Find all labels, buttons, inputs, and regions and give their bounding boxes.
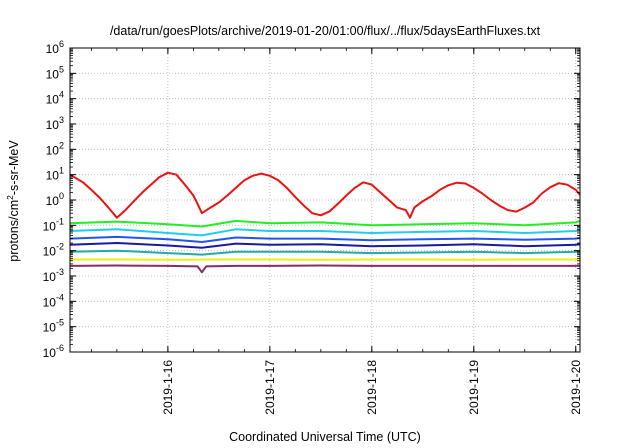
y-tick-exponent: 0 [59,191,64,201]
y-tick-base: 10 [43,346,57,360]
y-tick-label: 10-6 [43,343,64,360]
y-tick-label: 102 [46,140,64,157]
y-axis-title: protons/cm2-s-sr-MeV [5,140,21,262]
y-tick-exponent: -4 [56,292,64,302]
y-tick-exponent: -6 [56,343,64,353]
y-tick-base: 10 [46,143,60,157]
series-line-0 [69,171,581,219]
y-tick-base: 10 [43,321,57,335]
series-line-1 [70,219,581,228]
y-axis-title-base: protons/cm [7,200,21,262]
y-tick-base: 10 [43,270,57,284]
x-axis-title: Coordinated Universal Time (UTC) [229,430,421,444]
y-tick-base: 10 [43,219,57,233]
y-tick-label: 10-1 [43,216,64,233]
y-axis-title-rest: -s-sr-MeV [7,140,21,196]
y-tick-exponent: -5 [56,318,64,328]
y-tick-label: 10-2 [43,242,64,259]
y-tick-label: 100 [46,191,64,208]
y-tick-label: 104 [46,90,64,107]
y-tick-exponent: 6 [59,39,64,49]
axis-ticks [70,47,580,353]
x-tick-label: 2019-1-16 [161,360,175,415]
series-line-3 [70,235,581,243]
y-tick-exponent: 3 [59,115,64,125]
y-tick-label: 106 [46,39,64,56]
y-tick-label: 10-4 [43,292,64,309]
series-line-4 [70,242,581,249]
y-tick-exponent: -2 [56,242,64,252]
y-tick-base: 10 [46,169,60,183]
series-line-2 [70,228,581,237]
y-tick-label: 103 [46,115,64,132]
y-tick-base: 10 [43,295,57,309]
y-axis-title-sup: 2 [5,195,15,200]
grid-lines [70,48,580,352]
y-tick-base: 10 [46,42,60,56]
y-tick-base: 10 [43,245,57,259]
y-tick-base: 10 [46,194,60,208]
y-tick-base: 10 [46,67,60,81]
x-tick-label: 2019-1-19 [467,360,481,415]
y-tick-label: 105 [46,64,64,81]
series-layer [69,171,581,274]
y-tick-labels: 10610510410310210110010-110-210-310-410-… [43,39,64,360]
y-tick-label: 10-5 [43,318,64,335]
y-tick-base: 10 [46,93,60,107]
x-tick-labels: 2019-1-16 2019-1-17 2019-1-18 2019-1-19 2019… [161,360,583,415]
y-tick-label: 101 [46,166,64,183]
x-tick-label: 2019-1-18 [365,360,379,415]
x-tick-label: 2019-1-20 [569,360,583,415]
y-tick-exponent: 5 [59,64,64,74]
chart-title: /data/run/goesPlots/archive/2019-01-20/0… [110,24,541,38]
y-tick-exponent: 2 [59,140,64,150]
y-tick-exponent: -1 [56,216,64,226]
y-tick-exponent: 4 [59,90,64,100]
x-tick-label: 2019-1-17 [263,360,277,415]
y-tick-base: 10 [46,118,60,132]
y-tick-label: 10-3 [43,267,64,284]
y-tick-exponent: -3 [56,267,64,277]
series-line-7 [70,264,580,274]
series-line-5 [70,249,580,256]
y-tick-exponent: 1 [59,166,64,176]
